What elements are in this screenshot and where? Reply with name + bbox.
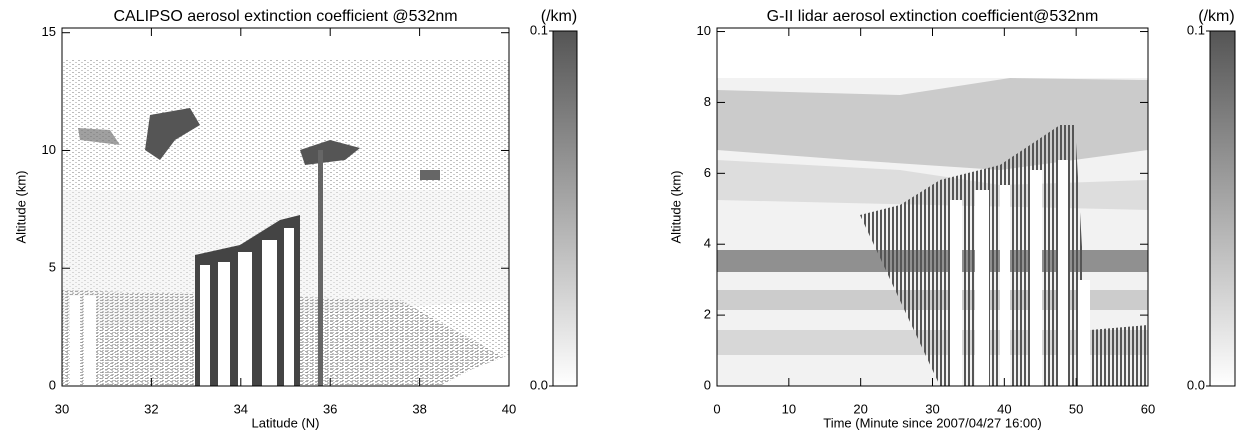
colorbar [1209,30,1236,387]
x-tick-label: 32 [144,401,158,416]
x-tick-label: 20 [853,401,867,416]
y-tick-label: 8 [704,94,711,109]
x-tick-label: 30 [925,401,939,416]
y-tick-label: 0 [49,377,56,392]
colorbar-label: (/km) [541,8,577,25]
y-axis-label: Altitude (km) [13,171,28,244]
colorbar [552,30,578,387]
x-tick-label: 50 [1069,401,1083,416]
colorbar-tick-label: 0.0 [530,377,548,392]
y-tick-label: 6 [704,165,711,180]
x-tick-label: 36 [323,401,337,416]
y-axis-label: Altitude (km) [668,171,683,244]
x-tick-label: 60 [1141,401,1155,416]
y-tick-label: 0 [704,377,711,392]
x-tick-label: 34 [234,401,248,416]
x-tick-label: 40 [997,401,1011,416]
x-tick-label: 30 [55,401,69,416]
colorbar-tick-label: 0.1 [1187,22,1205,37]
x-tick-label: 0 [713,401,720,416]
colorbar-label: (/km) [1198,8,1234,25]
colorbar-tick-label: 0.1 [530,22,548,37]
x-axis-label: Latitude (N) [252,415,320,430]
colorbar-tick-label: 0.0 [1187,377,1205,392]
y-tick-label: 10 [697,23,711,38]
y-tick-label: 4 [704,236,711,251]
heatmap-image [717,78,1148,386]
y-tick-label: 2 [704,307,711,322]
plot-frame [61,27,510,387]
y-tick-label: 10 [42,142,56,157]
heatmap-image [62,60,509,386]
x-tick-label: 10 [782,401,796,416]
x-tick-label: 38 [412,401,426,416]
x-axis-label: Time (Minute since 2007/04/27 16:00) [823,415,1041,430]
x-tick-label: 40 [502,401,516,416]
chart-title: CALIPSO aerosol extinction coefficient @… [113,8,457,25]
y-tick-label: 5 [49,260,56,275]
chart-title: G-II lidar aerosol extinction coefficien… [767,8,1099,25]
y-tick-label: 15 [42,24,56,39]
